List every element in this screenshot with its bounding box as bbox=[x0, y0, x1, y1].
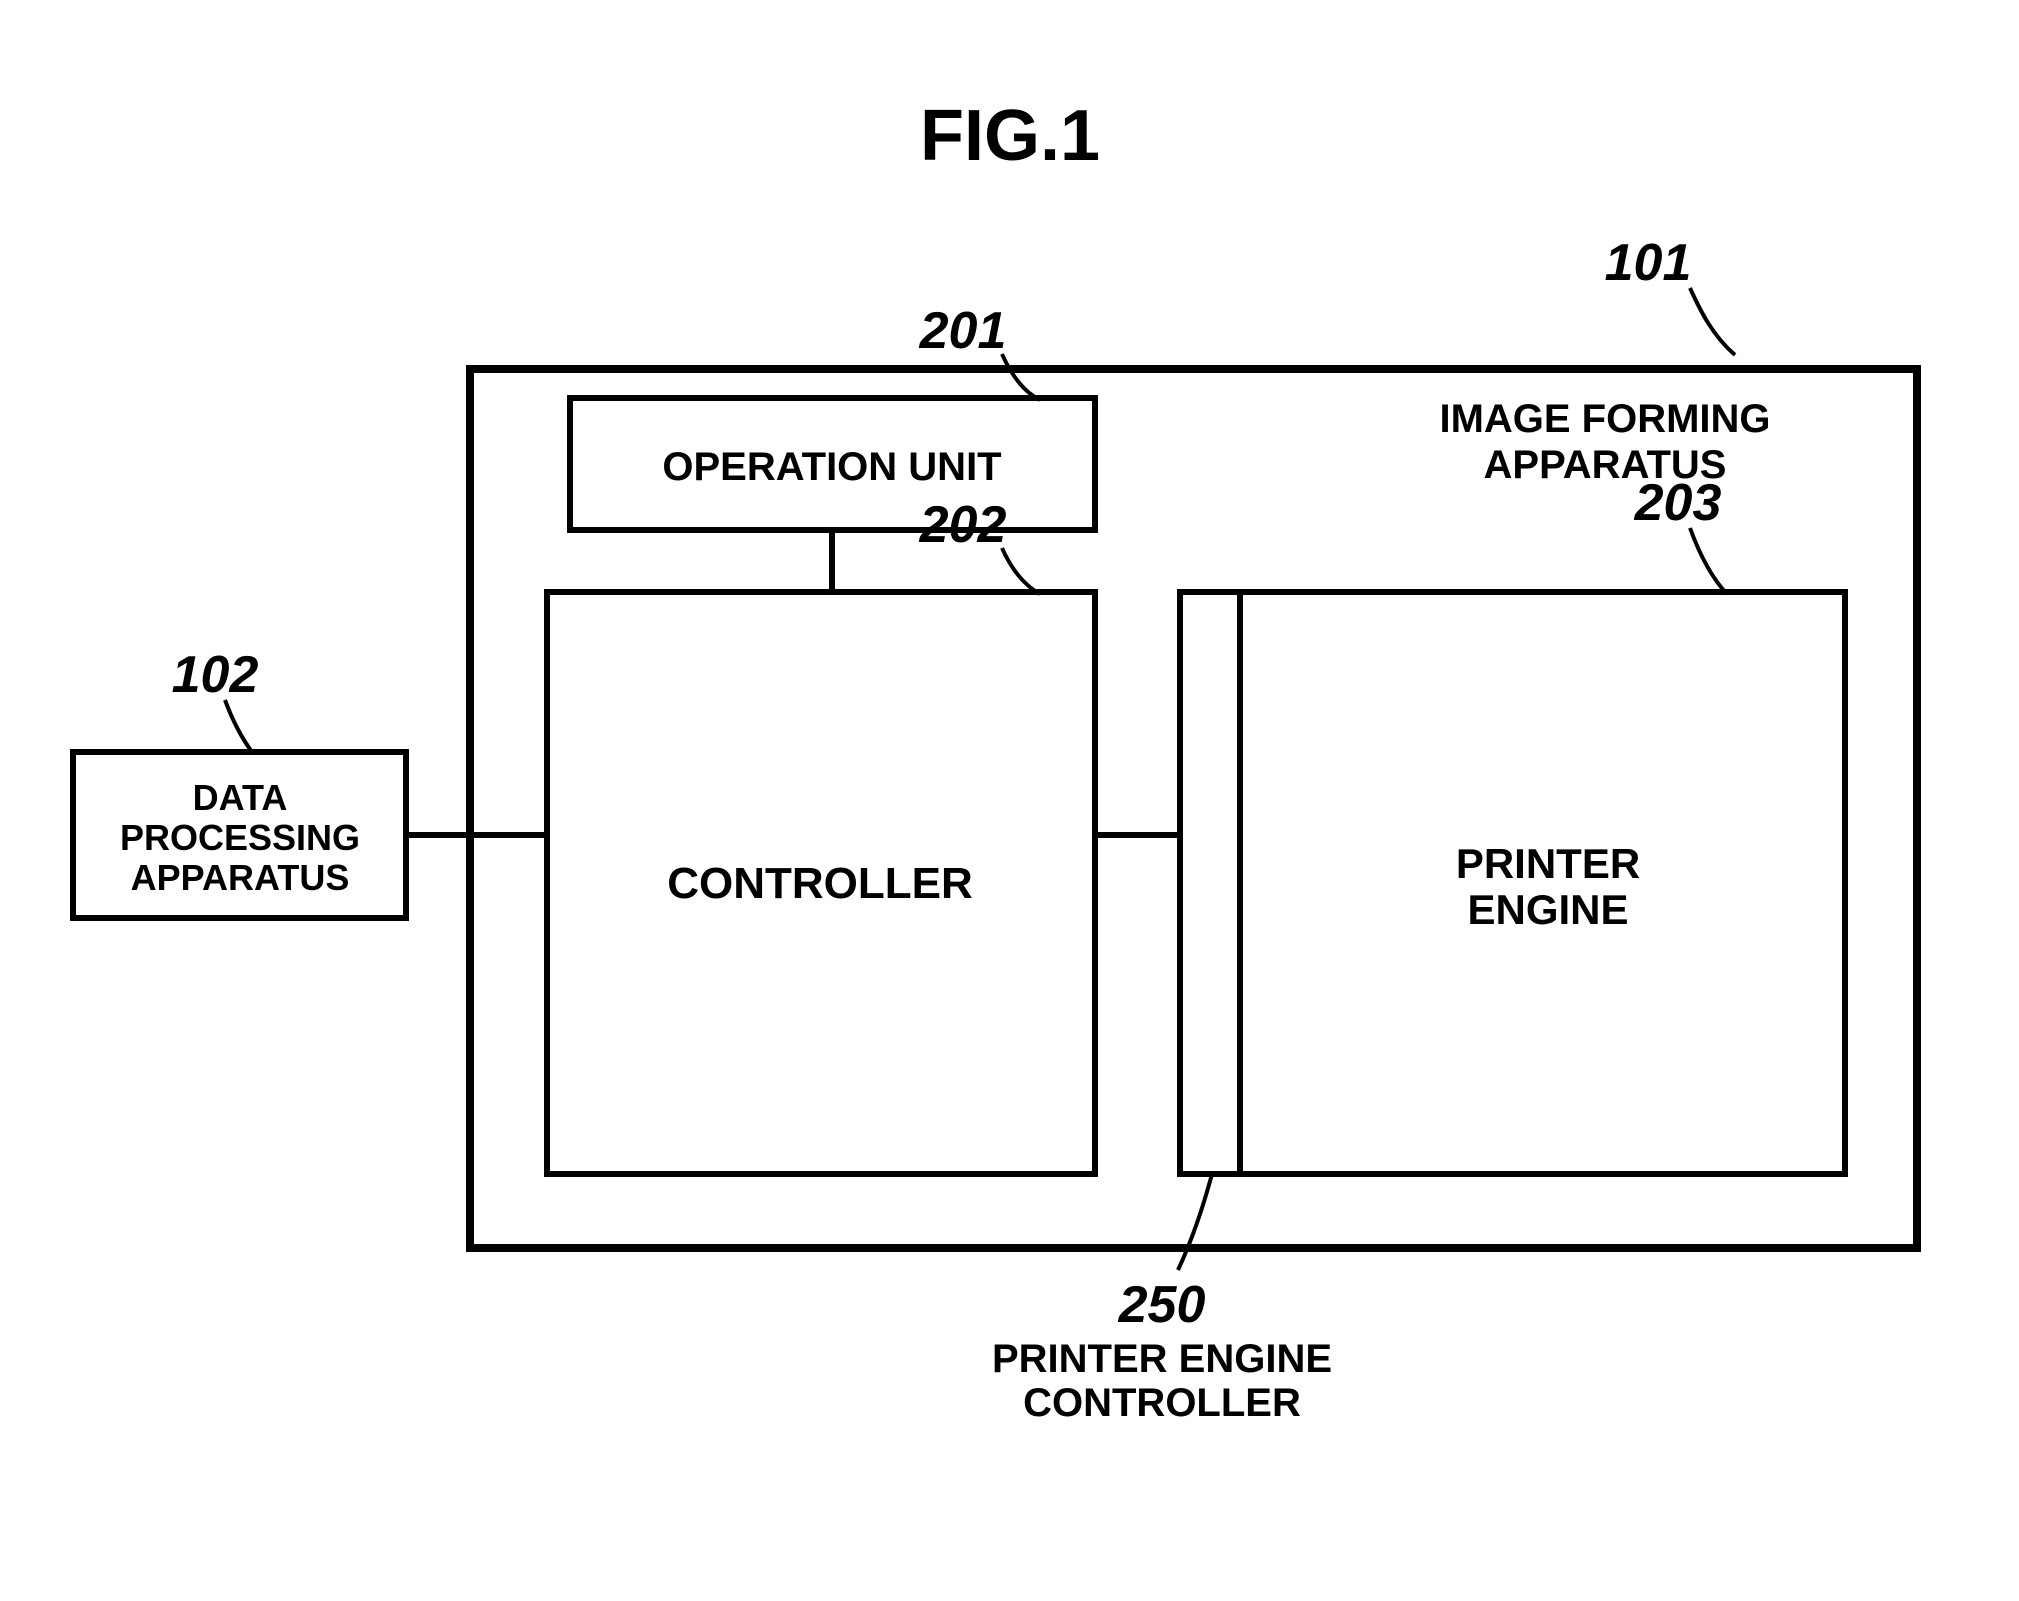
ref-101: 101 bbox=[1605, 234, 1692, 292]
figure-svg: FIG.1 OPERATION UNIT CONTROLLER PRINTER … bbox=[0, 0, 2019, 1601]
ref-201: 201 bbox=[919, 302, 1007, 360]
data-processing-label-l2: PROCESSING bbox=[120, 817, 360, 858]
printer-engine-label-l1: PRINTER bbox=[1456, 840, 1640, 887]
ref-250: 250 bbox=[1118, 1276, 1206, 1334]
leader-201 bbox=[1002, 354, 1040, 400]
leader-102 bbox=[225, 700, 252, 752]
printer-engine-label-l2: ENGINE bbox=[1467, 886, 1628, 933]
operation-unit-label: OPERATION UNIT bbox=[662, 445, 1001, 489]
leader-202 bbox=[1002, 548, 1040, 594]
printer-engine-controller-label-l1: PRINTER ENGINE bbox=[992, 1337, 1332, 1381]
data-processing-label-l1: DATA bbox=[193, 777, 288, 818]
figure-title: FIG.1 bbox=[920, 96, 1100, 176]
printer-engine-controller-strip bbox=[1180, 592, 1240, 1174]
controller-label: CONTROLLER bbox=[667, 859, 973, 908]
ref-202: 202 bbox=[919, 496, 1007, 554]
ref-203: 203 bbox=[1634, 474, 1722, 532]
leader-250 bbox=[1178, 1174, 1212, 1270]
image-forming-apparatus-label-l1: IMAGE FORMING bbox=[1439, 397, 1770, 441]
ref-102: 102 bbox=[172, 646, 259, 704]
leader-203 bbox=[1690, 528, 1727, 594]
data-processing-label-l3: APPARATUS bbox=[131, 857, 350, 898]
printer-engine-controller-label-l2: CONTROLLER bbox=[1023, 1381, 1301, 1425]
leader-101 bbox=[1690, 288, 1735, 355]
